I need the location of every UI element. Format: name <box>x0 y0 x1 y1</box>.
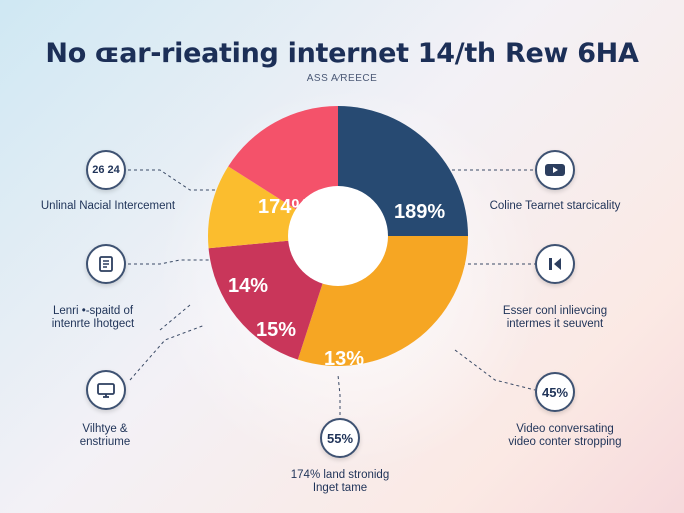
label-right-bot: Video conversating video conter stroppin… <box>485 423 645 449</box>
label-right-mid-line2: intermes it seuvent <box>506 318 604 330</box>
label-right-bot-line2: video conter stropping <box>508 436 622 448</box>
document-icon <box>86 244 126 284</box>
slice-label-4: 15% <box>256 319 296 341</box>
badge-right-bot: 45% <box>535 372 575 412</box>
chart-title: No ɶar-rieating internet 14/th Rew 6HA <box>45 38 639 69</box>
label-right-mid: Esser conl inlievcing intermes it seuven… <box>480 305 630 331</box>
label-right-top: Coline Tearnet starcicality <box>489 200 621 212</box>
badge-right-bot-text: 45% <box>541 384 569 400</box>
label-left-bot-line1: Vilhtye & <box>82 423 128 435</box>
chart-subtitle: ASS A⁄REECE <box>306 73 378 84</box>
label-left-mid: Lenri •-spaitd of intenrte Ihotgect <box>18 305 168 331</box>
connector-left-top <box>128 169 228 191</box>
connector-right-bot <box>454 349 536 391</box>
label-right-bot-line1: Video conversating <box>516 423 614 435</box>
slice-label-5: 14% <box>228 275 268 297</box>
label-left-mid-line2: intenrte Ihotgect <box>51 318 135 330</box>
donut-hole <box>288 186 388 286</box>
video-icon <box>535 150 575 190</box>
badge-left-top: 26 24 <box>86 150 126 190</box>
label-left-mid-line1: Lenri •-spaitd of <box>52 305 134 317</box>
label-right-mid-line1: Esser conl inlievcing <box>502 305 608 317</box>
monitor-icon <box>86 370 126 410</box>
badge-bottom-text: 55% <box>326 430 354 446</box>
slice-label-1: 174% <box>258 196 309 218</box>
connector-left-mid-down <box>159 304 191 331</box>
label-bottom-line1: 174% land stronidg <box>290 469 390 481</box>
label-bottom: 174% land stronidg Inget tame <box>265 469 415 495</box>
connector-bottom <box>337 374 341 415</box>
slice-label-2: 189% <box>394 201 445 223</box>
badge-bottom: 55% <box>320 418 360 458</box>
label-left-bot-line2: enstriume <box>79 436 131 448</box>
label-bottom-line2: Inget tame <box>312 482 368 494</box>
connector-left-bot <box>129 324 206 381</box>
player-icon <box>535 244 575 284</box>
slice-label-3: 13% <box>324 348 364 370</box>
label-left-top: Unlinal Nacial Intercement <box>40 200 176 212</box>
connector-left-mid <box>128 259 210 265</box>
badge-left-top-text: 26 24 <box>92 164 120 176</box>
label-left-bot: Vilhtye & enstriume <box>40 423 170 449</box>
